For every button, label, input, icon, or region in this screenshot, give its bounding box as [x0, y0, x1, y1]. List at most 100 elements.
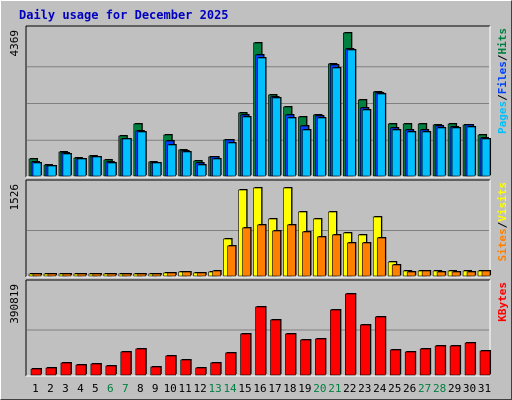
bar-pages-day-21: [332, 67, 341, 177]
bar-pages-day-15: [242, 116, 251, 177]
bar-kbytes-day-25: [389, 349, 401, 376]
bar-pages-day-16: [257, 57, 266, 177]
bar-sites-day-18: [287, 224, 296, 277]
bar-pages-day-17: [272, 97, 281, 177]
x-tick-label-day-20: 20: [313, 382, 326, 395]
bar-sites-day-29: [451, 271, 461, 277]
bar-pages-day-28: [436, 127, 446, 177]
bar-kbytes-day-28: [434, 345, 446, 376]
bar-sites-day-8: [137, 273, 147, 277]
x-tick-label-day-17: 17: [268, 382, 281, 395]
bar-sites-day-2: [47, 273, 57, 277]
bar-pages-day-24: [376, 93, 386, 177]
x-tick-label-day-21: 21: [328, 382, 341, 395]
x-tick-label-day-5: 5: [92, 382, 99, 395]
y-axis-max-label-visits-sites: 1526: [8, 184, 21, 211]
bar-sites-day-4: [77, 273, 87, 277]
x-tick-label-day-4: 4: [77, 382, 84, 395]
bar-pages-day-20: [317, 117, 326, 177]
legend-item: Hits: [496, 28, 509, 55]
bar-kbytes-day-27: [419, 348, 431, 376]
bar-sites-day-30: [466, 271, 476, 277]
x-tick-label-day-12: 12: [194, 382, 207, 395]
bar-pages-day-11: [182, 151, 191, 177]
legend-hits-files-pages: Pages/Files/Hits: [496, 28, 509, 134]
x-tick-label-day-29: 29: [448, 382, 461, 395]
bar-pages-day-14: [227, 142, 236, 177]
x-tick-label-day-27: 27: [418, 382, 431, 395]
bar-sites-day-27: [421, 270, 431, 277]
bar-sites-day-9: [152, 273, 162, 277]
bar-pages-day-27: [421, 131, 431, 177]
bar-sites-day-22: [347, 242, 356, 277]
bar-kbytes-day-8: [135, 348, 147, 376]
bar-sites-day-14: [227, 245, 236, 277]
bar-kbytes-day-1: [30, 368, 42, 376]
bar-sites-day-6: [107, 273, 117, 277]
bar-pages-day-6: [107, 162, 117, 177]
bar-kbytes-day-19: [300, 339, 311, 376]
bar-kbytes-day-22: [345, 293, 356, 376]
y-axis-max-label-kbytes: 390819: [8, 284, 21, 324]
bar-pages-day-7: [122, 138, 132, 177]
bar-sites-day-28: [436, 271, 446, 277]
bar-pages-day-30: [466, 126, 476, 177]
x-tick-label-day-31: 31: [478, 382, 491, 395]
bar-pages-day-18: [287, 117, 296, 177]
bar-sites-day-7: [122, 273, 132, 277]
bar-kbytes-day-10: [165, 355, 177, 376]
x-tick-label-day-10: 10: [164, 382, 177, 395]
bar-sites-day-3: [62, 273, 72, 277]
bar-sites-day-24: [376, 237, 386, 277]
bar-kbytes-day-18: [285, 333, 296, 376]
x-tick-label-day-28: 28: [433, 382, 446, 395]
bar-pages-day-22: [347, 49, 356, 177]
bar-pages-day-8: [137, 131, 147, 177]
x-tick-label-day-11: 11: [179, 382, 192, 395]
bar-pages-day-25: [391, 129, 401, 177]
bar-kbytes-day-12: [195, 367, 206, 376]
bar-kbytes-day-23: [359, 324, 371, 376]
bar-pages-day-12: [197, 164, 206, 177]
x-tick-label-day-8: 8: [137, 382, 144, 395]
bar-pages-day-29: [451, 127, 461, 177]
legend-item: KBytes: [496, 282, 509, 322]
bar-sites-day-23: [361, 242, 371, 277]
bar-pages-day-5: [92, 156, 102, 177]
bar-sites-day-17: [272, 230, 281, 277]
bar-kbytes-day-14: [225, 352, 236, 376]
bar-kbytes-day-29: [449, 345, 461, 376]
x-tick-label-day-16: 16: [253, 382, 266, 395]
x-tick-label-day-22: 22: [343, 382, 356, 395]
x-tick-label-day-19: 19: [298, 382, 311, 395]
x-tick-label-day-14: 14: [223, 382, 237, 395]
bar-kbytes-day-20: [315, 338, 326, 376]
bar-sites-day-19: [302, 231, 311, 277]
bar-pages-day-10: [167, 144, 177, 177]
legend-item: Sites: [496, 228, 509, 261]
x-tick-label-day-25: 25: [388, 382, 401, 395]
x-tick-label-day-30: 30: [463, 382, 476, 395]
x-tick-label-day-3: 3: [62, 382, 69, 395]
bar-sites-day-11: [182, 271, 191, 277]
bar-pages-day-9: [152, 162, 162, 177]
bar-kbytes-day-9: [150, 366, 162, 376]
bar-kbytes-day-30: [464, 342, 476, 376]
bar-sites-day-25: [391, 264, 401, 277]
bar-kbytes-day-6: [105, 365, 117, 376]
bar-kbytes-day-26: [404, 351, 416, 376]
legend-visits-sites: Sites/Visits: [496, 182, 509, 262]
y-axis-max-label-hits-files-pages: 4369: [8, 30, 21, 57]
bar-pages-day-13: [212, 158, 221, 177]
x-tick-label-day-15: 15: [238, 382, 251, 395]
bar-kbytes-day-15: [240, 333, 251, 376]
bar-sites-day-13: [212, 270, 221, 277]
bar-kbytes-day-3: [60, 362, 72, 376]
legend-item: Visits: [496, 182, 509, 222]
bar-pages-day-31: [481, 138, 491, 177]
legend-item: /: [496, 54, 509, 61]
bar-kbytes-day-11: [180, 359, 191, 376]
chart-title: Daily usage for December 2025: [19, 8, 229, 22]
bar-pages-day-4: [77, 158, 87, 177]
legend-item: Files: [496, 61, 509, 94]
